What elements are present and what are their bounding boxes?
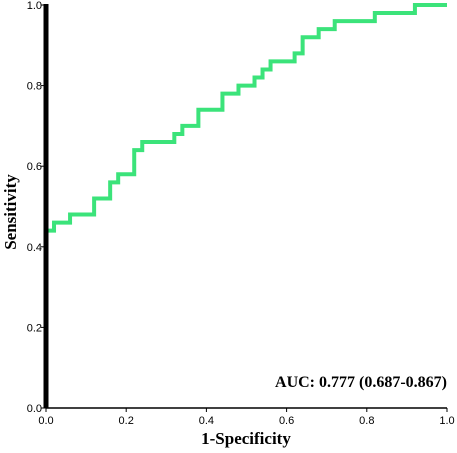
x-tick-label: 0.4	[199, 415, 214, 427]
x-tick-label: 0.2	[119, 415, 134, 427]
annotation-auc: AUC: 0.777 (0.687-0.867)	[275, 374, 447, 391]
x-axis-title: 1-Specificity	[201, 429, 291, 448]
y-tick-label: 0.0	[27, 403, 42, 415]
y-tick-label: 1.0	[27, 0, 42, 12]
x-tick-label: 0.0	[38, 415, 53, 427]
ticks-layer: 0.0 0.2 0.4 0.6 0.8 1.0 0.0 0.2 0.4 0.6 0.8 1.0	[27, 0, 455, 427]
y-tick-label: 0.6	[27, 161, 42, 173]
curve-layer	[44, 3, 447, 408]
y-tick-label: 0.4	[27, 242, 42, 254]
y-tick-label: 0.2	[27, 322, 42, 334]
y-axis-title: Sensitivity	[1, 174, 20, 250]
axes-layer	[43, 4, 447, 409]
x-tick-label: 0.8	[359, 415, 374, 427]
x-tick-label: 0.6	[279, 415, 294, 427]
roc-curve-line	[44, 3, 447, 408]
x-tick-label: 1.0	[439, 415, 454, 427]
y-tick-label: 0.8	[27, 81, 42, 93]
